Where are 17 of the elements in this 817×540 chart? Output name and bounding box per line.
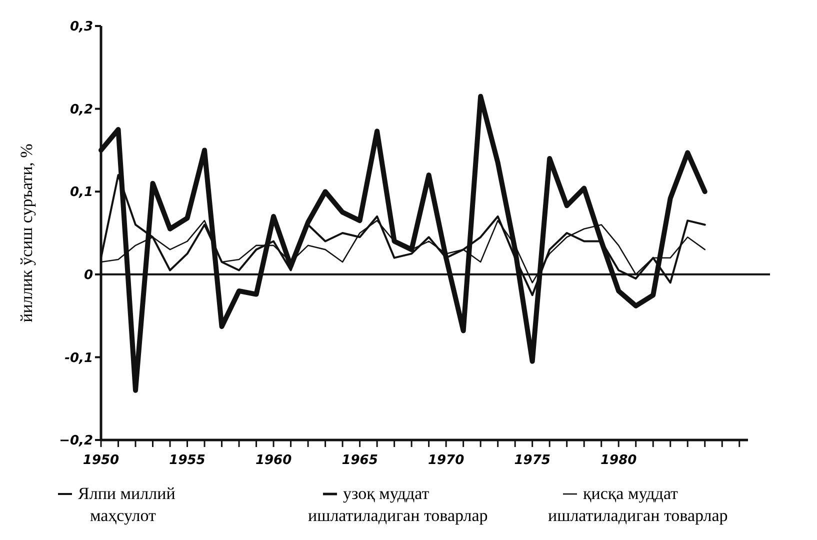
y-tick-label: 0,1 (70, 185, 93, 200)
y-tick-label: 0 (84, 268, 93, 283)
legend-label: узоқ муддат ишлатиладиган товарлар (308, 484, 488, 526)
y-axis-title: йиллик ўсиш суръати, % (17, 144, 36, 322)
x-tick-label: 1975 (514, 453, 550, 468)
y-tick-label: −0,2 (59, 434, 93, 449)
x-tick-label: 1965 (342, 453, 378, 468)
legend-label: Ялпи миллий маҳсулот (78, 484, 176, 526)
y-tick-label: 0,2 (70, 102, 93, 118)
y-tick-label: 0,3 (70, 20, 93, 35)
y-tick-label: -0,1 (64, 350, 93, 366)
x-tick-label: 1980 (600, 453, 637, 468)
legend-label: қисқа муддат ишлатиладиган товарлар (548, 484, 728, 526)
x-tick-label: 1970 (428, 453, 464, 468)
x-tick-label: 1960 (255, 453, 292, 468)
x-tick-label: 1950 (82, 453, 120, 468)
x-tick-label: 1955 (169, 453, 206, 468)
